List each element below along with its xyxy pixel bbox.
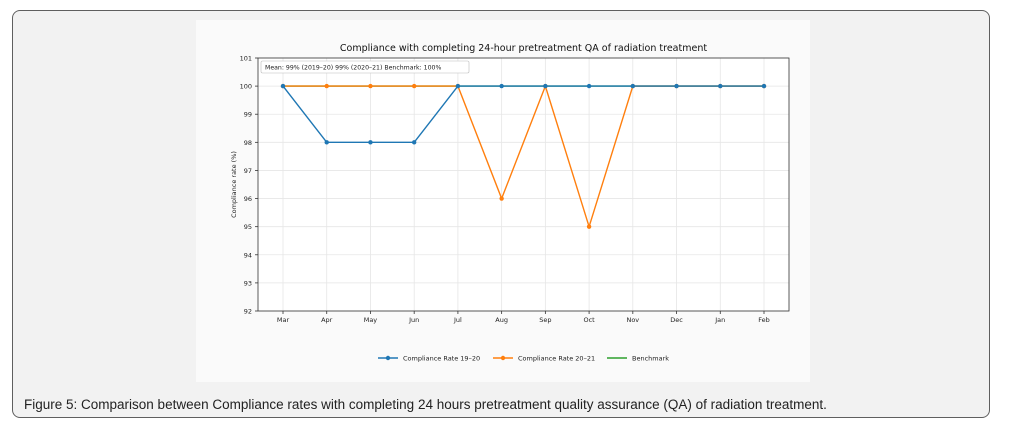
y-tick-label: 96 bbox=[244, 195, 252, 203]
y-tick-label: 93 bbox=[244, 279, 252, 287]
data-point bbox=[586, 224, 592, 229]
x-tick-label: Jul bbox=[453, 316, 462, 324]
x-tick-label: Nov bbox=[626, 316, 639, 324]
legend-label: Benchmark bbox=[632, 355, 669, 363]
x-tick-label: Aug bbox=[495, 316, 508, 324]
data-point bbox=[368, 83, 373, 89]
y-tick-label: 92 bbox=[244, 308, 252, 316]
y-tick-label: 95 bbox=[244, 223, 252, 231]
series-line bbox=[282, 85, 764, 144]
data-point bbox=[324, 140, 329, 145]
data-point bbox=[368, 140, 373, 145]
y-axis-label: Compliance rate (%) bbox=[230, 151, 238, 218]
legend-label: Compliance Rate 19–20 bbox=[403, 355, 480, 363]
data-point bbox=[280, 83, 286, 89]
plot-area bbox=[258, 58, 789, 311]
annotation-box bbox=[260, 60, 470, 74]
data-point bbox=[718, 83, 723, 89]
x-tick-label: Jan bbox=[714, 316, 725, 324]
data-point bbox=[543, 83, 548, 89]
data-point bbox=[455, 83, 461, 89]
y-tick-label: 99 bbox=[244, 111, 252, 119]
chart-title: Compliance with completing 24-hour pretr… bbox=[340, 43, 707, 54]
legend-marker bbox=[500, 355, 506, 361]
chart-figure: 92 93 94 95 96 97 98 99 100 101 Mar Apr May Jun Jul Aug… bbox=[196, 20, 810, 382]
data-point bbox=[411, 140, 417, 145]
y-tick-label: 98 bbox=[244, 139, 252, 147]
data-point bbox=[499, 83, 504, 89]
legend-marker bbox=[385, 355, 391, 361]
data-point bbox=[761, 83, 767, 89]
y-tick-label: 100 bbox=[240, 83, 252, 91]
data-point bbox=[411, 83, 417, 89]
x-tick-label: Feb bbox=[758, 316, 770, 324]
x-tick-label: Dec bbox=[670, 316, 683, 324]
data-point bbox=[324, 83, 329, 89]
annotation-text: Mean: 99% (2019–20) 99% (2020–21) Benchm… bbox=[265, 65, 441, 72]
x-tick-label: Jun bbox=[408, 316, 419, 324]
plot-frame bbox=[257, 57, 790, 312]
y-tick-label: 101 bbox=[240, 55, 252, 63]
x-tick-label: Oct bbox=[583, 316, 595, 324]
data-point bbox=[630, 83, 636, 89]
data-point bbox=[674, 83, 679, 89]
y-tick-label: 94 bbox=[244, 251, 252, 259]
data-point bbox=[586, 83, 592, 89]
x-tick-label: May bbox=[364, 316, 378, 324]
x-tick-label: Sep bbox=[539, 316, 551, 324]
x-tick-label: Apr bbox=[321, 316, 333, 324]
x-tick-label: Mar bbox=[277, 316, 290, 324]
data-point bbox=[499, 196, 504, 201]
legend-label: Compliance Rate 20–21 bbox=[518, 355, 595, 363]
line-chart: 92 93 94 95 96 97 98 99 100 101 Mar Apr May Jun Jul Aug… bbox=[230, 43, 790, 363]
figure-caption: Figure 5: Comparison between Compliance … bbox=[24, 397, 827, 412]
y-tick-label: 97 bbox=[244, 167, 252, 175]
